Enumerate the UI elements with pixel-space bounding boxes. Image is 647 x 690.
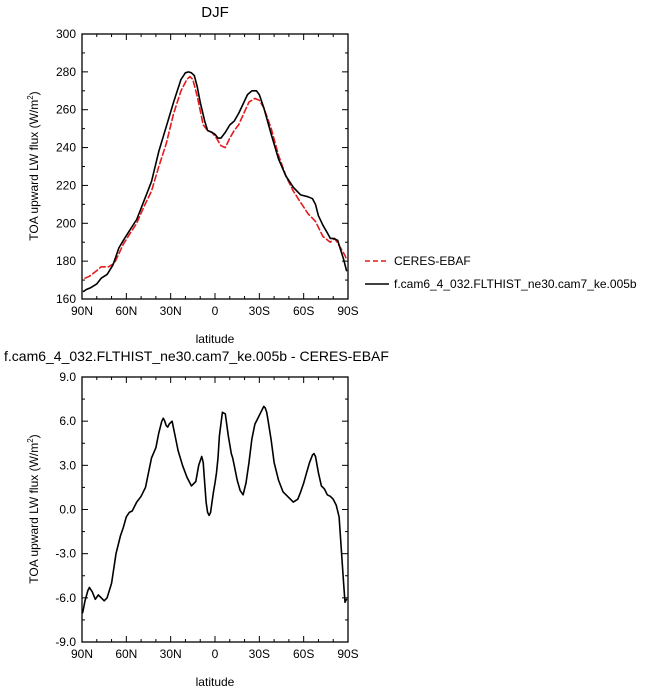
top-x-tick-label: 90N: [71, 304, 93, 318]
bottom-x-tick-label: 60N: [115, 647, 137, 661]
top-x-tick-label: 90S: [337, 304, 358, 318]
top-y-tick-label: 220: [56, 178, 76, 192]
bottom-plot-frame: [81, 376, 349, 643]
top-y-tick-label: 260: [56, 103, 76, 117]
bottom-y-axis-label-close: ): [27, 434, 41, 438]
top-y-axis-label: TOA upward LW flux (W/m2): [26, 91, 41, 240]
top-y-axis-label-sup: 2: [26, 95, 35, 100]
bottom-series-line-difference: [81, 405, 348, 614]
top-x-tick-label: 0: [212, 304, 219, 318]
top-chart-title: DJF: [201, 4, 229, 21]
top-y-tick-label: 180: [56, 254, 76, 268]
top-y-axis-label-main: TOA upward LW flux (W/m: [27, 100, 41, 241]
top-legend: CERES-EBAF f.cam6_4_032.FLTHIST_ne30.cam…: [365, 254, 637, 291]
bottom-x-tick-label: 90N: [71, 647, 93, 661]
bottom-x-tick-label: 90S: [337, 647, 358, 661]
bottom-plot-area: 90N 60N 30N 0 30S 60S 90S -9.0 -6.0 -3.0 0.0 3.0 6.0…: [55, 370, 358, 661]
top-x-tick-label: 30N: [160, 304, 182, 318]
bottom-y-tick-label: -6.0: [55, 591, 76, 605]
bottom-y-tick-label: 9.0: [59, 370, 76, 384]
bottom-x-axis-label: latitude: [196, 675, 235, 689]
bottom-y-tick-label: -9.0: [55, 635, 76, 649]
legend-label-model: f.cam6_4_032.FLTHIST_ne30.cam7_ke.005b: [394, 277, 637, 291]
top-y-axis-label-close: ): [27, 91, 41, 95]
top-panel: DJF 90N 60N 30N 0 30S 60S 90S 160 180 200 220 240 26…: [26, 4, 359, 346]
bottom-y-tick-label: 3.0: [59, 458, 76, 472]
bottom-x-tick-label: 30N: [160, 647, 182, 661]
bottom-chart-title: f.cam6_4_032.FLTHIST_ne30.cam7_ke.005b -…: [4, 348, 389, 364]
top-y-tick-label: 300: [56, 27, 76, 41]
bottom-x-tick-label: 30S: [249, 647, 270, 661]
bottom-x-tick-label: 60S: [293, 647, 314, 661]
top-series-line-ceres: [84, 75, 348, 280]
bottom-panel: f.cam6_4_032.FLTHIST_ne30.cam7_ke.005b -…: [4, 348, 389, 689]
top-x-axis-label: latitude: [196, 332, 235, 346]
top-x-tick-label: 60N: [115, 304, 137, 318]
top-y-tick-label: 240: [56, 141, 76, 155]
top-series-line-model: [82, 71, 348, 293]
top-y-tick-label: 280: [56, 65, 76, 79]
legend-label-ceres: CERES-EBAF: [394, 254, 471, 268]
top-y-tick-label: 160: [56, 292, 76, 306]
bottom-y-tick-label: -3.0: [55, 547, 76, 561]
bottom-y-axis-label-sup: 2: [26, 438, 35, 443]
bottom-y-tick-label: 0.0: [59, 503, 76, 517]
top-plot-area: 90N 60N 30N 0 30S 60S 90S 160 180 200 220 240 260 280…: [56, 27, 359, 318]
bottom-y-axis-label-main: TOA upward LW flux (W/m: [27, 443, 41, 584]
bottom-y-tick-label: 6.0: [59, 414, 76, 428]
bottom-y-axis-label: TOA upward LW flux (W/m2): [26, 434, 41, 583]
top-x-tick-label: 60S: [293, 304, 314, 318]
top-plot-frame: [81, 33, 349, 300]
top-x-tick-label: 30S: [249, 304, 270, 318]
top-y-tick-label: 200: [56, 216, 76, 230]
bottom-x-tick-label: 0: [212, 647, 219, 661]
